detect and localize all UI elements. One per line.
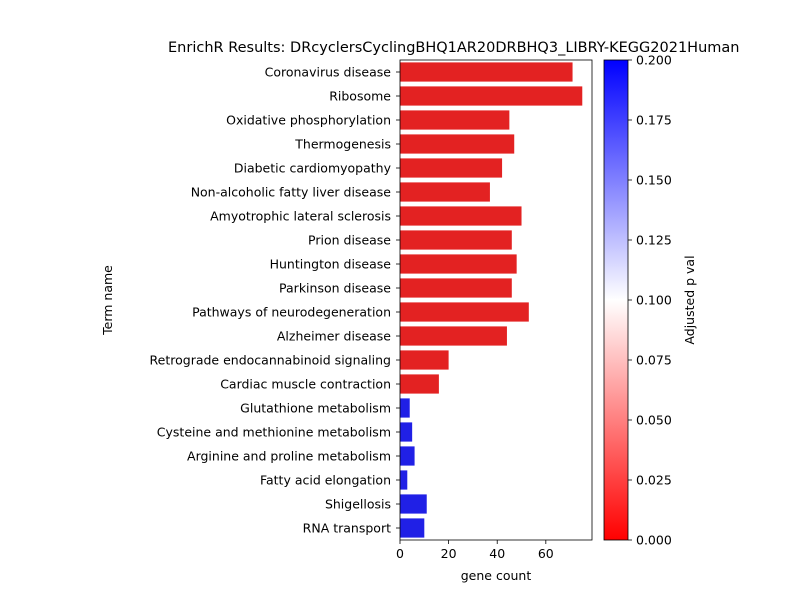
category-label: Arginine and proline metabolism (187, 449, 391, 464)
bar (400, 470, 408, 490)
colorbar-tick-label: 0.000 (636, 533, 672, 548)
category-label: Oxidative phosphorylation (226, 113, 391, 128)
y-axis-label: Term name (100, 265, 115, 336)
bar (400, 350, 449, 370)
bar (400, 230, 512, 250)
colorbar-label: Adjusted p val (682, 255, 697, 344)
bar (400, 398, 410, 418)
colorbar-tick-label: 0.125 (636, 233, 672, 248)
bar (400, 302, 529, 322)
category-label: Cardiac muscle contraction (220, 377, 391, 392)
category-label: Glutathione metabolism (240, 401, 391, 416)
colorbar-tick-label: 0.050 (636, 413, 672, 428)
chart-title: EnrichR Results: DRcyclersCyclingBHQ1AR2… (168, 40, 739, 56)
x-tick-label: 0 (396, 546, 404, 561)
plot-frame (399, 59, 593, 541)
bar (400, 278, 512, 298)
colorbar-tick-label: 0.100 (636, 293, 672, 308)
category-label: Diabetic cardiomyopathy (234, 161, 392, 176)
bar (400, 326, 507, 346)
category-label: Amyotrophic lateral sclerosis (210, 209, 391, 224)
category-label: Huntington disease (270, 257, 392, 272)
bar (400, 422, 413, 442)
colorbar-tick-label: 0.075 (636, 353, 672, 368)
category-label: Alzheimer disease (277, 329, 391, 344)
bar (400, 374, 439, 394)
colorbar-tick-label: 0.025 (636, 473, 672, 488)
category-label: RNA transport (303, 521, 391, 536)
bar (400, 494, 427, 514)
bar (400, 182, 490, 202)
category-label: Fatty acid elongation (260, 473, 391, 488)
category-label: Pathways of neurodegeneration (192, 305, 391, 320)
bar (400, 518, 425, 538)
x-axis-label: gene count (461, 568, 532, 583)
colorbar-tick-label: 0.150 (636, 173, 672, 188)
bar (400, 254, 517, 274)
colorbar (603, 59, 629, 541)
category-label: Retrograde endocannabinoid signaling (150, 353, 391, 368)
bar (400, 158, 503, 178)
category-label: Prion disease (308, 233, 391, 248)
x-tick-label: 40 (489, 546, 505, 561)
colorbar-tick-label: 0.200 (636, 53, 672, 68)
bar (400, 110, 510, 130)
bars-layer (400, 62, 583, 538)
category-label: Shigellosis (325, 497, 391, 512)
bar (400, 62, 573, 82)
bar (400, 86, 583, 106)
category-label: Thermogenesis (294, 137, 391, 152)
category-label: Parkinson disease (279, 281, 391, 296)
colorbar-tick-label: 0.175 (636, 113, 672, 128)
bar (400, 206, 522, 226)
category-label: Ribosome (329, 89, 391, 104)
bar (400, 134, 515, 154)
x-tick-label: 20 (441, 546, 457, 561)
colorbar-ticks: 0.000 0.025 0.050 0.075 0.100 0.125 0.150 0.175… (628, 53, 672, 548)
category-label: Coronavirus disease (265, 65, 392, 80)
bar (400, 446, 415, 466)
category-label: Cysteine and methionine metabolism (157, 425, 391, 440)
category-label: Non-alcoholic fatty liver disease (191, 185, 392, 200)
category-labels: Coronavirus disease Ribosome Oxidative pho… (150, 65, 400, 536)
x-axis-ticks: 0 20 40 60 (396, 540, 554, 561)
x-tick-label: 60 (538, 546, 554, 561)
